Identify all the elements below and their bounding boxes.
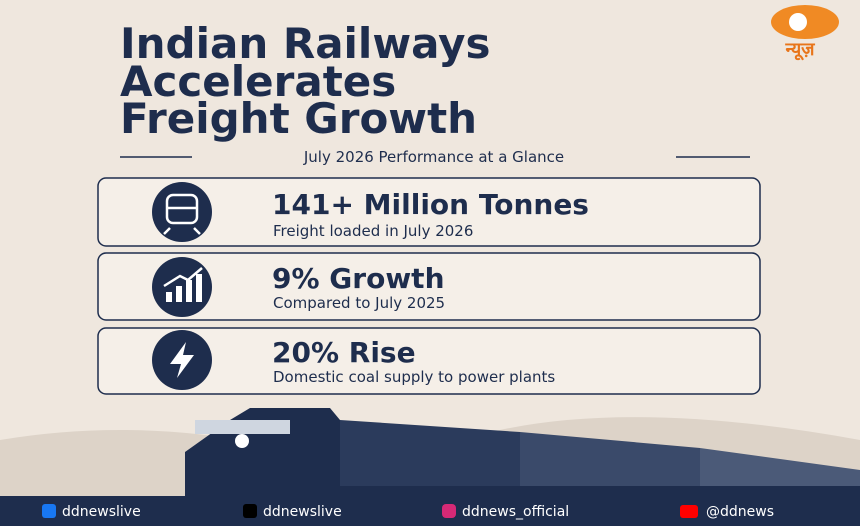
train-icon	[163, 193, 201, 235]
bolt-icon	[170, 342, 194, 378]
footer-handle: @ddnews	[706, 504, 774, 520]
icon	[152, 182, 212, 242]
x-icon	[243, 504, 257, 518]
card	[97, 177, 761, 247]
subtitle: July 2026 Performance at a Glance	[303, 148, 564, 166]
title-line: Indian Railways	[120, 19, 491, 68]
growth-icon	[163, 267, 203, 302]
footer-handle: ddnews_official	[462, 504, 569, 520]
card-headline: 9% Growth	[272, 262, 445, 295]
footer-bar	[0, 496, 860, 526]
card-headline: 20% Rise	[272, 336, 416, 369]
card	[97, 252, 761, 321]
footer-handle: ddnewslive	[62, 504, 141, 520]
card-headline: 141+ Million Tonnes	[272, 188, 589, 221]
footer-handle: ddnewslive	[263, 504, 342, 520]
instagram-icon	[442, 504, 456, 518]
youtube-icon	[680, 505, 698, 518]
logo-text: न्यूज़	[784, 39, 815, 61]
title-line: Freight Growth	[120, 94, 477, 143]
facebook-icon	[42, 504, 56, 518]
card-description: Freight loaded in July 2026	[273, 222, 473, 240]
card-description: Compared to July 2025	[273, 294, 445, 312]
card-description: Domestic coal supply to power plants	[273, 368, 555, 386]
train	[185, 408, 860, 496]
logo: न्यूज़	[771, 5, 839, 61]
card	[97, 327, 761, 395]
title-line: Accelerates	[120, 57, 396, 106]
